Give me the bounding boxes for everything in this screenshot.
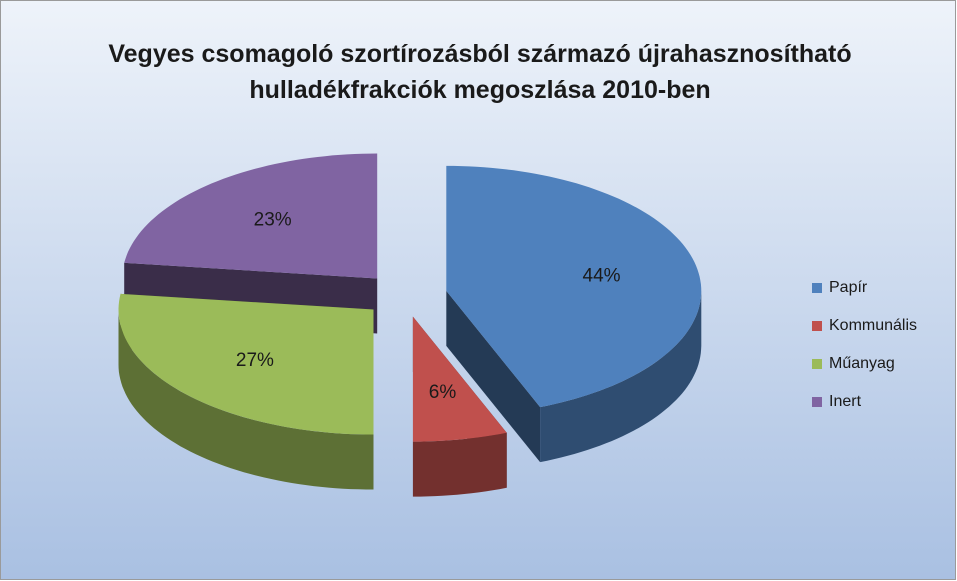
slice (412, 316, 507, 442)
data-label: 6% (429, 382, 457, 403)
slice-wall (540, 290, 702, 463)
data-label: 23% (254, 209, 292, 230)
legend-label: Inert (829, 393, 862, 410)
slice-wall (412, 432, 507, 497)
data-label: 44% (583, 265, 621, 286)
slice (118, 293, 374, 490)
legend-swatch (812, 283, 822, 293)
slice-wall (118, 309, 374, 490)
slice (412, 316, 507, 497)
slice (446, 165, 702, 463)
legend-label: Kommunális (829, 317, 917, 334)
slice (446, 165, 702, 408)
legend-swatch (812, 359, 822, 369)
legend-label: Műanyag (829, 355, 895, 372)
legend-label: Papír (829, 279, 868, 296)
chart-title: Vegyes csomagoló szortírozásból származó… (108, 40, 852, 104)
data-label: 27% (236, 350, 274, 371)
slice (118, 293, 374, 435)
slice-side (446, 290, 541, 463)
legend-swatch (812, 321, 822, 331)
legend-swatch (812, 397, 822, 407)
slice (124, 153, 378, 279)
